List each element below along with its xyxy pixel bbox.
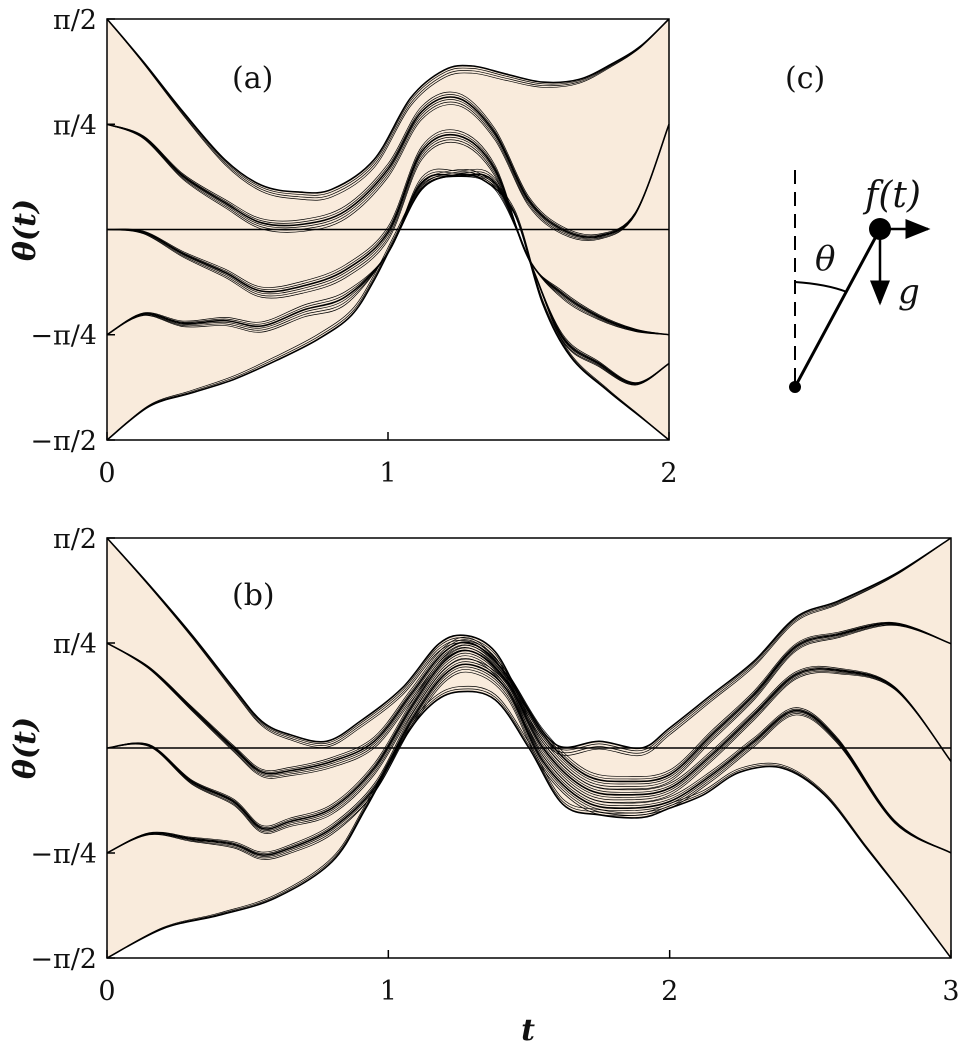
b-ytick-label-0: π/2 [53, 524, 97, 555]
panel-b-y-ticks: π/2 π/4 −π/4 −π/2 [30, 524, 115, 975]
pivot-point [789, 381, 801, 393]
a-series-2-line-4 [106, 131, 670, 336]
a-series-3-line-5 [106, 168, 670, 383]
a-series-2-line-2 [106, 136, 670, 336]
b-series-2-line-4 [106, 647, 952, 828]
force-label: f(t) [862, 175, 921, 216]
b-xtick-label-2: 2 [661, 976, 678, 1007]
gravity-label: g [898, 272, 920, 312]
panel-b-y-axis-label: θ(t) [8, 717, 43, 779]
a-series-1-line-2 [106, 99, 670, 239]
b-series-2-line-1 [106, 655, 952, 833]
a-series-1-line-5 [106, 91, 670, 236]
panel-a-label: (a) [232, 61, 273, 96]
panel-a-y-axis-label: θ(t) [8, 199, 43, 261]
a-series-1-line-1 [106, 101, 670, 240]
a-ytick-label-0: π/2 [53, 5, 97, 36]
a-xtick-label-1: 1 [379, 458, 396, 489]
a-series-3-line-4 [106, 171, 670, 384]
a-series-0-line-0 [106, 18, 670, 201]
b-series-4-line-5 [106, 685, 952, 959]
a-xtick-label-0: 0 [98, 458, 115, 489]
b-series-1-line-1 [106, 624, 952, 787]
a-ytick-label-2: −π/4 [30, 321, 97, 352]
a-series-4-line-3 [106, 173, 670, 441]
panel-b-x-ticks: 0 1 2 3 [98, 950, 960, 1007]
b-ytick-label-1: π/4 [53, 629, 97, 660]
panel-c-label: (c) [785, 61, 825, 96]
panel-b-series-group [106, 537, 952, 959]
a-series-4-line-5 [106, 169, 670, 441]
a-series-0-line-5 [106, 18, 670, 194]
a-series-1-line-0 [106, 104, 670, 241]
b-xtick-label-0: 0 [98, 976, 115, 1007]
a-ytick-label-3: −π/2 [30, 426, 97, 457]
b-series-3-line-3 [106, 663, 952, 856]
a-series-0-line-2 [106, 18, 670, 196]
b-series-1-line-4 [106, 622, 952, 780]
panel-b-frame [106, 537, 952, 959]
b-series-0-line-1 [106, 537, 952, 754]
b-series-4-line-4 [106, 688, 952, 959]
panel-b-x-axis-label: t [521, 1013, 535, 1044]
angle-arc [794, 281, 848, 293]
pendulum-diagram: (c) f(t) θ g [785, 61, 931, 393]
a-series-2-line-1 [106, 139, 670, 336]
panel-b-chart: 0 1 2 3 π/2 π/4 −π/4 −π/2 (b) θ(t) t [8, 524, 960, 1044]
a-series-2-line-5 [106, 129, 670, 336]
b-series-1-line-0 [106, 624, 952, 790]
b-series-1-line-5 [106, 621, 952, 777]
a-series-4-line-4 [106, 171, 670, 441]
b-series-2-line-3 [106, 649, 952, 830]
pendulum-rod [793, 228, 882, 388]
a-series-1-line-3 [106, 96, 670, 238]
b-series-3-line-4 [106, 661, 952, 854]
panel-a-chart: 0 1 2 π/2 π/4 −π/4 −π/2 (a) θ(t) [8, 5, 678, 489]
angle-label: θ [815, 239, 835, 279]
b-series-2-line-5 [106, 644, 952, 827]
a-xtick-label-2: 2 [660, 458, 677, 489]
panel-a-series-group [106, 18, 670, 441]
a-series-1-line-4 [106, 94, 670, 237]
panel-a-x-ticks: 0 1 2 [98, 432, 678, 489]
b-series-0-line-0 [106, 537, 952, 757]
a-ytick-label-1: π/4 [53, 110, 97, 141]
b-series-2-line-2 [106, 652, 952, 831]
b-series-0-line-2 [106, 537, 952, 752]
a-series-2-line-0 [106, 141, 670, 336]
b-series-3-line-5 [106, 658, 952, 854]
b-series-4-line-3 [106, 690, 952, 959]
b-series-1-line-3 [106, 622, 952, 783]
b-series-0-line-5 [106, 537, 952, 749]
b-xtick-label-3: 3 [942, 976, 959, 1007]
b-series-3-line-1 [106, 669, 952, 859]
a-series-2-line-3 [106, 133, 670, 336]
b-ytick-label-2: −π/4 [30, 839, 97, 870]
b-xtick-label-1: 1 [380, 976, 397, 1007]
a-series-0-line-1 [106, 18, 670, 199]
b-series-3-line-2 [106, 666, 952, 857]
panel-b-label: (b) [232, 578, 275, 613]
b-series-3-line-0 [106, 671, 952, 860]
b-series-1-line-2 [106, 623, 952, 785]
panel-a-y-ticks: π/2 π/4 −π/4 −π/2 [30, 5, 115, 457]
b-series-2-line-0 [106, 657, 952, 834]
b-ytick-label-3: −π/2 [30, 944, 97, 975]
